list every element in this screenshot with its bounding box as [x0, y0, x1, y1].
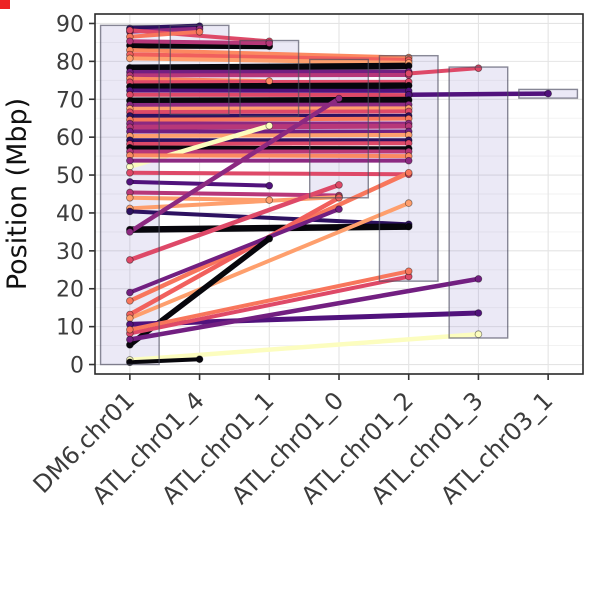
alignment-segment [127, 269, 411, 332]
group-box [449, 67, 508, 338]
segment-endpoint-dot [265, 234, 274, 243]
y-tick-label: 70 [56, 88, 84, 113]
alignment-segment [127, 190, 341, 198]
segment-endpoint-dot [126, 325, 134, 334]
segment-endpoint-dot [195, 355, 204, 364]
alignment-segment [127, 116, 411, 122]
segment-endpoint-dot [126, 207, 134, 216]
segment-endpoint-dot [474, 64, 483, 72]
segment-endpoint-dot [126, 193, 134, 202]
segment-endpoint-dot [474, 330, 483, 339]
segment-endpoint-dot [126, 37, 134, 46]
alignment-segment [126, 82, 412, 91]
segment-endpoint-dot [335, 181, 343, 189]
alignment-segment [126, 96, 412, 105]
segment-endpoint-dot [265, 181, 274, 190]
y-tick-label: 40 [56, 202, 84, 227]
group-box-border [448, 66, 509, 339]
alignment-segment [127, 207, 341, 295]
segment-endpoint-dot [404, 69, 413, 78]
segment-endpoint-dot [126, 178, 134, 186]
y-tick-label: 30 [56, 240, 84, 265]
alignment-segment [127, 182, 342, 263]
segment-endpoint-dot [265, 196, 274, 204]
group-box-border [309, 58, 369, 199]
alignment-segment [127, 153, 411, 159]
y-tick-label: 90 [56, 12, 84, 37]
alignment-segment [127, 48, 411, 60]
y-tick-label: 10 [56, 316, 84, 341]
alignment-segment [127, 179, 272, 188]
alignment-segment [127, 28, 272, 44]
segment-endpoint-dot [544, 89, 552, 98]
alignment-segment [127, 145, 411, 151]
group-box-border [169, 24, 230, 116]
segment-endpoint-dot [474, 309, 483, 317]
segment-endpoint-dot [404, 267, 413, 276]
segment-endpoint-dot [195, 28, 204, 36]
group-box-border [239, 39, 300, 118]
segment-endpoint-dot [404, 168, 413, 177]
alignment-segment [127, 331, 481, 363]
alignment-segment [127, 56, 411, 65]
alignment-segment [126, 42, 273, 50]
segment-endpoint-dot [265, 39, 274, 47]
y-tick-label: 50 [56, 164, 84, 189]
y-tick-label: 20 [56, 278, 84, 303]
segment-endpoint-dot [126, 54, 134, 63]
alignment-segment [127, 23, 203, 31]
alignment-segment [127, 195, 342, 317]
alignment-segment [127, 357, 202, 365]
alignment-segment [127, 96, 342, 235]
alignment-segment [127, 132, 411, 139]
group-box-border [378, 54, 439, 282]
segment-endpoint-dot [126, 156, 134, 165]
y-tick-label: 60 [56, 126, 84, 151]
segment-endpoint-dot [126, 335, 134, 344]
alignment-segment [127, 274, 411, 336]
alignment-segment [127, 39, 272, 46]
alignment-segment [406, 91, 551, 97]
segment-endpoint-dot [126, 256, 134, 264]
screenshot-corner-artifact [0, 0, 10, 9]
alignment-segment [127, 109, 411, 115]
segment-endpoint-dot [404, 199, 413, 207]
y-tick-label: 0 [70, 354, 84, 379]
alignment-segment [127, 195, 272, 203]
segment-endpoint-dot [474, 275, 483, 283]
segment-endpoint-dot [404, 156, 413, 165]
alignment-segment [126, 223, 412, 233]
alignment-segment [127, 276, 481, 342]
segment-endpoint-dot [126, 288, 134, 297]
alignment-segment [127, 170, 411, 177]
y-axis-title: Position (Mbp) [2, 98, 33, 290]
alignment-segment [127, 29, 202, 39]
group-box-border [518, 88, 579, 99]
group-box-border [99, 24, 160, 366]
segment-endpoint-dot [335, 205, 343, 213]
segment-endpoint-dot [265, 121, 274, 130]
segment-endpoint-dot [126, 297, 134, 305]
y-tick-label: 80 [56, 50, 84, 75]
segment-endpoint-dot [126, 26, 134, 35]
alignment-segment [126, 62, 412, 72]
segment-endpoint-dot [126, 228, 134, 236]
segment-endpoint-dot [335, 94, 343, 103]
segment-endpoint-dot [265, 77, 274, 85]
alignment-segment [127, 201, 411, 321]
segment-endpoint-dot [404, 222, 413, 231]
segment-endpoint-dot [126, 168, 134, 177]
alignment-segment [406, 66, 481, 76]
